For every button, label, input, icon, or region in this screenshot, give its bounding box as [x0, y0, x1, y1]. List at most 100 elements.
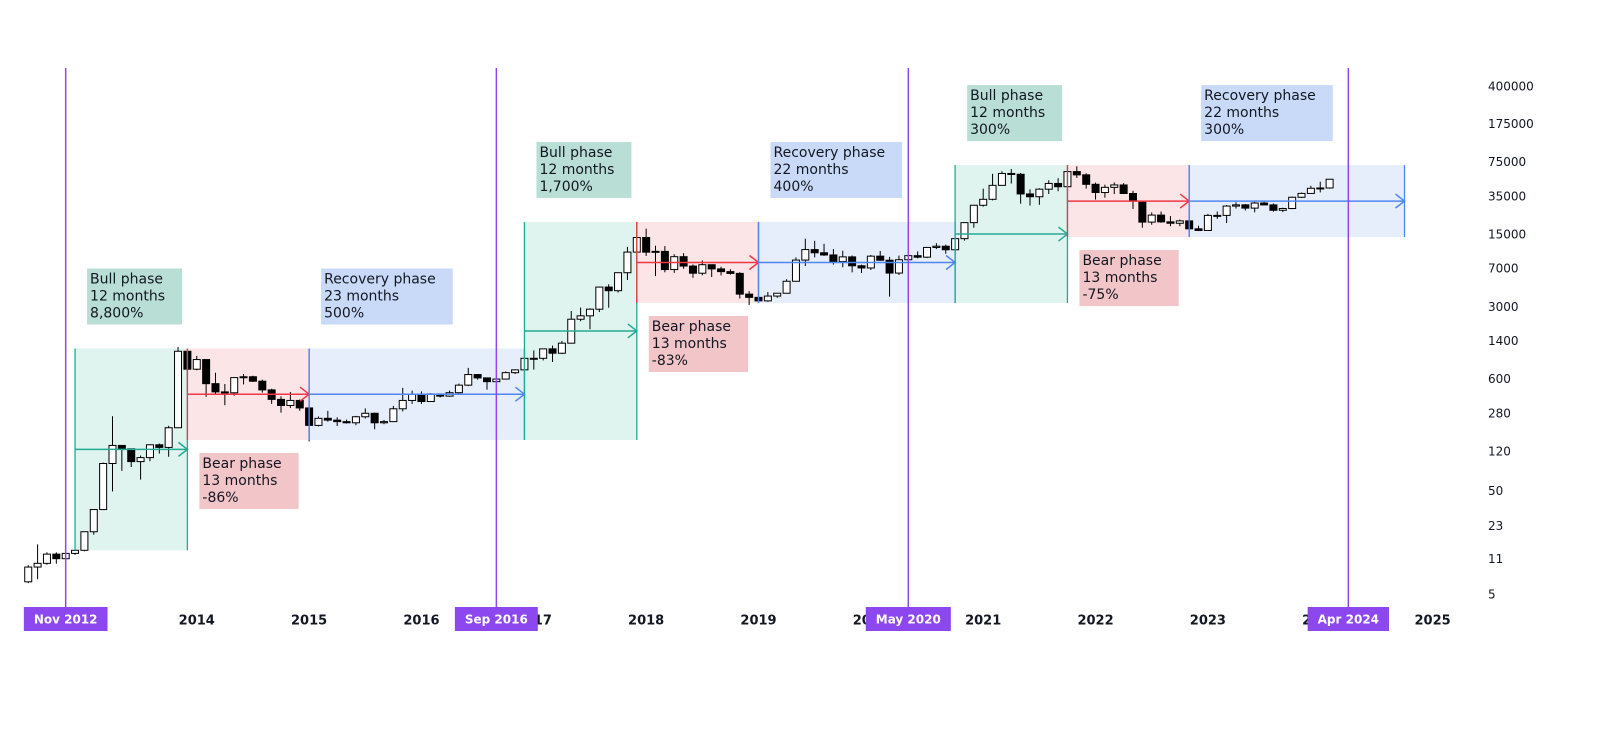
candle-body [1194, 228, 1203, 231]
phase-label-name: Bull phase [970, 88, 1043, 104]
candle-body [679, 256, 688, 267]
candle-body [595, 286, 604, 310]
phase-label-name: Bear phase [202, 456, 281, 472]
candle-body [1147, 214, 1156, 223]
candle-body [838, 256, 847, 263]
candle-body [511, 369, 520, 374]
candle-body [960, 222, 969, 240]
arrow-head [1395, 193, 1406, 209]
candle-body [651, 250, 660, 253]
phase-label-name: Recovery phase [774, 145, 886, 161]
phase-label-change: 8,800% [90, 305, 143, 321]
candle-body [539, 348, 548, 359]
candle-body [361, 412, 370, 418]
phase-label-change: -75% [1082, 287, 1118, 303]
candle-body [1119, 184, 1128, 195]
candle-body [295, 399, 304, 409]
halving-label: May 2020 [876, 613, 941, 627]
candle-body [145, 444, 154, 459]
phase-label-box [770, 141, 903, 198]
candle-body [1128, 193, 1137, 202]
candle-body [857, 265, 866, 269]
candle-body [1278, 208, 1287, 211]
candle-body [258, 380, 267, 391]
candle-body [380, 421, 389, 424]
candle-body [1288, 196, 1297, 210]
candle-body [773, 292, 782, 297]
candle-body [33, 562, 42, 568]
y-tick-label: 280 [1488, 406, 1511, 420]
y-tick-label: 600 [1488, 372, 1511, 386]
candle-body [417, 394, 426, 403]
candle-body [1269, 204, 1278, 211]
candle-body [1222, 205, 1231, 216]
candle-body [370, 412, 379, 424]
candle-body [1044, 182, 1053, 190]
candle-body [230, 377, 239, 394]
halving-label: Apr 2024 [1318, 613, 1379, 627]
candle-body [426, 393, 435, 403]
phase-label-duration: 23 months [324, 288, 399, 304]
y-tick-label: 3000 [1488, 300, 1519, 314]
phase-label-name: Bear phase [652, 319, 731, 335]
candle-body [688, 265, 697, 274]
candle-body [80, 531, 89, 551]
candle-body [164, 427, 173, 448]
candle-body [24, 566, 33, 583]
halving-label-box [23, 607, 108, 631]
candle-body [642, 237, 651, 253]
candle-body [277, 398, 286, 406]
candle-body [820, 252, 829, 256]
phase-label-change: 300% [970, 122, 1010, 138]
candle-body [923, 246, 932, 258]
candle-body [1138, 200, 1147, 223]
candle-body [1026, 193, 1035, 198]
candle-body [71, 549, 80, 554]
candle-body [1203, 214, 1212, 231]
candle-body [408, 394, 417, 401]
y-tick-label: 35000 [1488, 189, 1526, 203]
candle-body [660, 250, 669, 271]
candle-body [885, 259, 894, 274]
y-tick-label: 23 [1488, 519, 1503, 533]
x-tick-label: 2023 [1190, 614, 1226, 629]
candle-body [501, 372, 510, 380]
phase-label-box [321, 268, 453, 325]
candle-body [42, 553, 51, 564]
candle-body [1231, 204, 1240, 207]
candle-body [848, 256, 857, 267]
x-tick-label: 2014 [179, 614, 215, 629]
candle-body [1157, 214, 1166, 223]
candle-body [99, 463, 108, 511]
candle-body [342, 421, 351, 424]
phase-label-box [87, 268, 183, 325]
candle-body [979, 198, 988, 206]
candle-body [89, 509, 98, 533]
candle-body [585, 308, 594, 317]
x-tick-label: 2022 [1077, 614, 1113, 629]
phase-label-box [536, 141, 632, 198]
candle-body [810, 249, 819, 254]
candle-body [614, 272, 623, 292]
phase-label-duration: 22 months [774, 162, 849, 178]
candle-body [932, 245, 941, 248]
phase-label-name: Bull phase [539, 145, 612, 161]
phase-label-box [967, 85, 1063, 142]
candle-body [1306, 187, 1315, 194]
candle-body [735, 272, 744, 295]
candle-body [969, 204, 978, 224]
candle-body [791, 259, 800, 282]
phase-label-name: Bear phase [1082, 253, 1161, 269]
candle-body [136, 457, 145, 463]
y-tick-label: 5 [1488, 587, 1496, 601]
candle-body [557, 342, 566, 354]
phase-label-name: Bull phase [90, 271, 163, 287]
candle-body [1175, 220, 1184, 224]
phase-label-box [1201, 85, 1333, 142]
candle-body [192, 359, 201, 370]
y-tick-label: 75000 [1488, 155, 1526, 169]
candle-body [726, 271, 735, 274]
phase-label-change: 400% [774, 179, 814, 195]
candle-body [1082, 174, 1091, 185]
